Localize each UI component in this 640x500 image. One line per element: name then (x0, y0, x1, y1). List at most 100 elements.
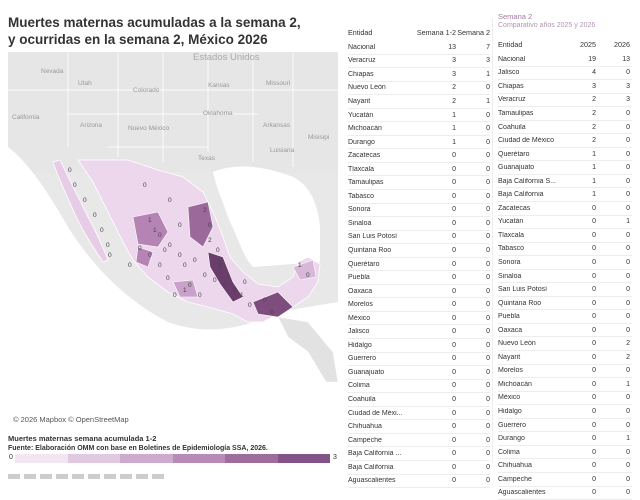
divider (492, 18, 493, 463)
section-title: Semana 2 (498, 12, 532, 21)
table-header: Entidad 2025 2026 (498, 36, 632, 53)
value-cell: 0 (410, 261, 456, 268)
value-cell: 0 (558, 462, 596, 469)
value-cell: 0 (558, 354, 596, 361)
value-cell: 0 (558, 381, 596, 388)
value-cell: 3 (596, 96, 630, 103)
map-value: 0 (148, 252, 152, 259)
value-cell: 0 (596, 286, 630, 293)
entity-cell: Baja California ... (348, 450, 410, 457)
map-value: 2 (208, 237, 212, 244)
entity-cell: Colima (498, 449, 558, 456)
value-cell: 1 (456, 71, 490, 78)
entity-cell: Morelos (348, 301, 410, 308)
entity-cell: Coahuila (348, 396, 410, 403)
value-cell: 0 (410, 220, 456, 227)
map-attribution[interactable]: © 2026 Mapbox © OpenStreetMap (13, 415, 129, 424)
legend-color-ramp (15, 454, 330, 463)
value-cell: 0 (456, 233, 490, 240)
map-value: 0 (73, 182, 77, 189)
entity-cell: Tamaulipas (348, 179, 410, 186)
map-label-kansas: Kansas (208, 82, 230, 89)
map-value: 0 (168, 242, 172, 249)
value-cell: 0 (456, 355, 490, 362)
value-cell: 0 (558, 327, 596, 334)
page-title: Muertes maternas acumuladas a la semana … (8, 14, 338, 48)
value-cell: 0 (596, 110, 630, 117)
map-value: 2 (203, 207, 207, 214)
map-value: 0 (193, 257, 197, 264)
map-value: 0 (178, 222, 182, 229)
map-value: 1 (240, 292, 244, 299)
value-cell: 2 (410, 84, 456, 91)
value-cell: 0 (558, 476, 596, 483)
